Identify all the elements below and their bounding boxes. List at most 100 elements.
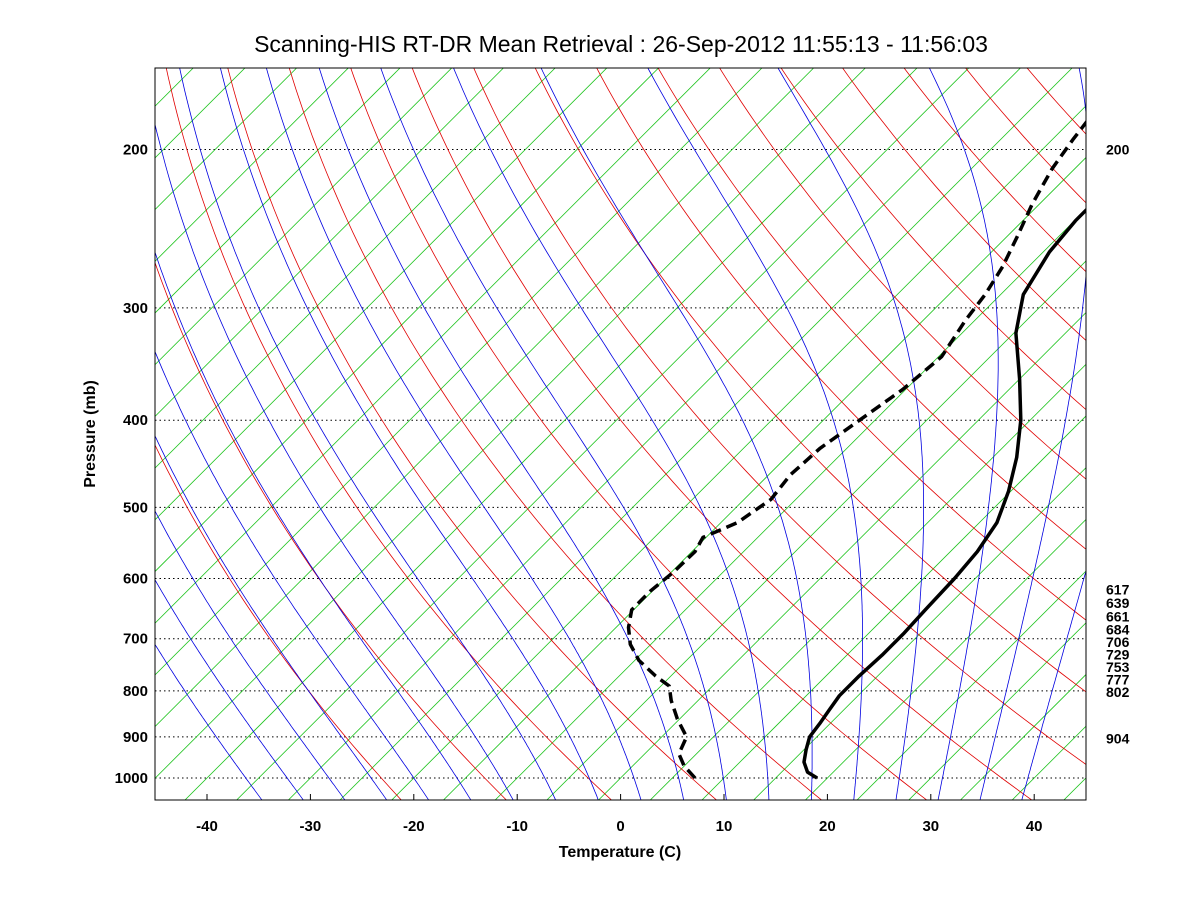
isotherm-line (155, 68, 660, 573)
dry-adiabat-line (1076, 0, 1200, 815)
y-axis-label: Pressure (mb) (82, 380, 99, 488)
dry-adiabat-line (780, 68, 1086, 411)
y-tick-700: 700 (123, 631, 148, 648)
right-label-684: 684 (1106, 622, 1130, 638)
isotherm-line (598, 312, 1086, 800)
chart-title: Scanning-HIS RT-DR Mean Retrieval : 26-S… (254, 31, 988, 57)
moist-adiabat-line (777, 68, 924, 800)
dry-adiabat-line (952, 0, 1200, 815)
moist-adiabat-line (155, 579, 304, 800)
isotherm-line (1011, 725, 1086, 800)
y-tick-500: 500 (123, 499, 148, 516)
dry-adiabat-line (869, 0, 1200, 815)
dry-adiabat-line (596, 68, 1086, 621)
isotherm-line (155, 68, 453, 366)
x-tick-30: 30 (922, 818, 939, 835)
dry-adiabat-line (993, 0, 1200, 815)
isotherm-line (959, 673, 1086, 800)
right-label-802: 802 (1106, 684, 1130, 700)
right-label-777: 777 (1106, 671, 1130, 687)
x-tick--40: -40 (196, 818, 218, 835)
y-tick-400: 400 (123, 412, 148, 429)
moist-adiabat-line (453, 68, 770, 800)
isotherm-line (155, 68, 815, 728)
y-tick-800: 800 (123, 683, 148, 700)
moist-adiabat-line (266, 68, 642, 800)
x-tick-10: 10 (716, 818, 733, 835)
isotherm-line (155, 68, 298, 211)
right-label-617: 617 (1106, 581, 1130, 597)
isotherm-line (856, 570, 1086, 800)
isotherm-line (155, 68, 401, 314)
moist-adiabat-line (155, 510, 346, 800)
dry-adiabat-line (155, 444, 402, 800)
moist-adiabat-line (380, 68, 727, 800)
moist-adiabat-line (979, 68, 1086, 800)
right-label-200: 200 (1106, 142, 1130, 158)
moist-adiabat-line (318, 68, 685, 800)
dry-adiabat-line (719, 68, 1086, 480)
dry-adiabat-line (227, 68, 718, 800)
dry-adiabat-line (411, 68, 1033, 800)
right-label-661: 661 (1106, 608, 1130, 624)
dry-adiabat-line (903, 68, 1086, 273)
dry-adiabat-line (288, 68, 823, 800)
x-tick--10: -10 (506, 818, 528, 835)
isotherm-line (155, 68, 711, 624)
y-axis-ticks: 5060708090100200300400500600700800900100… (115, 142, 148, 787)
dry-adiabat-line (473, 68, 1086, 765)
moist-adiabat-line (155, 434, 388, 800)
dry-adiabat-line (842, 68, 1086, 341)
dry-adiabat-line (534, 68, 1086, 693)
right-label-904: 904 (1106, 731, 1130, 747)
dry-adiabat-line (155, 261, 507, 800)
dry-adiabat-line (1026, 68, 1086, 135)
isotherm-line (155, 68, 866, 779)
isotherm-line (155, 68, 556, 469)
moist-adiabat-line (179, 68, 557, 800)
isotherm-line (155, 68, 608, 521)
dry-adiabat-line (1159, 0, 1200, 815)
right-label-729: 729 (1106, 647, 1130, 663)
y-tick-900: 900 (123, 729, 148, 746)
isotherm-line (339, 68, 1073, 800)
pressure-gridlines (155, 149, 1086, 779)
x-tick-20: 20 (819, 818, 836, 835)
y-tick-600: 600 (123, 571, 148, 588)
moist-adiabat-line (1021, 569, 1086, 800)
isotherm-line (701, 415, 1086, 800)
isotherm-line (753, 467, 1086, 800)
isotherm-line (391, 105, 1086, 800)
moist-adiabat-line (155, 350, 430, 800)
x-tick-40: 40 (1026, 818, 1043, 835)
moist-adiabat-line (928, 68, 999, 800)
background-isopleths (155, 0, 1200, 815)
right-label-639: 639 (1106, 595, 1130, 611)
right-label-753: 753 (1106, 659, 1130, 675)
moist-adiabat-line (155, 251, 472, 800)
dry-adiabat-line (350, 68, 928, 800)
x-tick--20: -20 (403, 818, 425, 835)
isotherm-line (184, 68, 918, 800)
dry-adiabat-line (965, 68, 1086, 204)
temperature-profile-line (802, 207, 1086, 780)
moist-adiabat-line (540, 68, 813, 800)
dry-adiabat-line (657, 68, 1086, 550)
isotherm-line (155, 68, 763, 676)
dry-adiabat-line (786, 0, 1200, 815)
x-axis-label: Temperature (C) (559, 844, 681, 861)
y-tick-1000: 1000 (115, 770, 148, 787)
isotherm-line (155, 68, 504, 417)
right-label-706: 706 (1106, 634, 1130, 650)
isotherm-line (804, 518, 1086, 800)
moist-adiabat-line (155, 122, 514, 800)
dry-adiabat-line (1118, 0, 1200, 815)
isotherm-line (546, 260, 1086, 800)
sounding-profiles (626, 119, 1086, 780)
y-tick-300: 300 (123, 300, 148, 317)
moist-adiabat-line (155, 643, 263, 800)
x-tick--30: -30 (300, 818, 322, 835)
x-axis-ticks: -40 -30 -20 -10 0 10 20 30 40 (196, 794, 1043, 835)
